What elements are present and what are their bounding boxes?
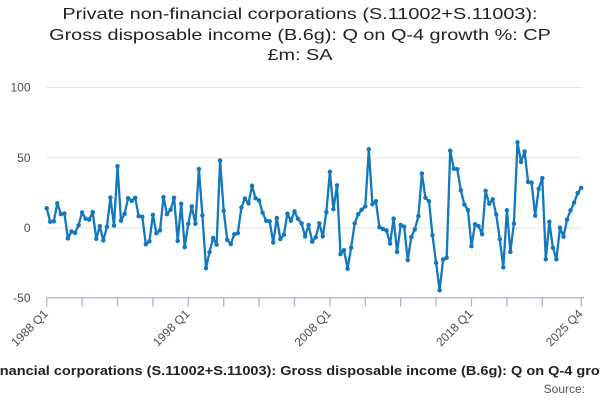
svg-text:1998 Q1: 1998 Q1 [150, 306, 193, 349]
svg-text:0: 0 [24, 221, 31, 235]
svg-text:2008 Q1: 2008 Q1 [292, 306, 335, 349]
svg-text:2025 Q4: 2025 Q4 [543, 306, 586, 349]
svg-text:-50: -50 [13, 291, 31, 305]
svg-text:100: 100 [10, 81, 30, 95]
svg-text:2018 Q1: 2018 Q1 [433, 306, 476, 349]
svg-text:1988 Q1: 1988 Q1 [8, 306, 51, 349]
svg-text:50: 50 [17, 151, 31, 165]
